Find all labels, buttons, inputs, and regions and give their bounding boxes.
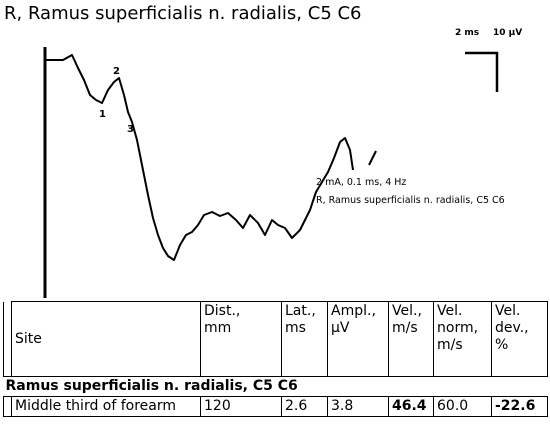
row-spacer (3, 396, 12, 417)
cell-ampl: 3.8 (327, 396, 389, 417)
group-row: Ramus superficialis n. radialis, C5 C6 (4, 377, 548, 397)
header-ampl: Ampl., µV (327, 301, 389, 377)
sensory-waveform (45, 54, 354, 261)
cell-vel-norm: 60.0 (433, 396, 492, 417)
header-vel-norm: Vel. norm, m/s (433, 301, 492, 377)
recording-title: R, Ramus superficialis n. radialis, C5 C… (4, 3, 362, 24)
marker-1: 1 (99, 109, 106, 120)
header-vel-dev: Vel. dev.,% (491, 301, 548, 377)
cell-dist: 120 (200, 396, 282, 417)
header-spacer (3, 301, 12, 377)
stimulus-nerve: R, Ramus superficialis n. radialis, C5 C… (316, 195, 505, 206)
stimulus-artifact (368, 150, 377, 166)
scale-bar (465, 51, 499, 92)
waveform-panel (43, 47, 499, 298)
marker-2: 2 (113, 66, 120, 77)
cell-vel-dev: -22.6 (491, 396, 548, 417)
scale-amplitude-label: 10 µV (493, 28, 523, 38)
scale-time-label: 2 ms (455, 28, 480, 38)
stimulus-params: 2 mA, 0.1 ms, 4 Hz (316, 177, 407, 188)
header-site: Site (11, 301, 201, 377)
cell-site: Middle third of forearm (11, 396, 201, 417)
header-vel: Vel., m/s (388, 301, 434, 377)
table-row: Middle third of forearm 120 2.6 3.8 46.4… (3, 396, 548, 417)
table-header-row: Site Dist., mm Lat., ms Ampl., µV Vel., m/s … (3, 301, 548, 377)
marker-3: 3 (127, 124, 134, 135)
group-label: Ramus superficialis n. radialis, C5 C6 (5, 378, 298, 394)
header-dist: Dist., mm (200, 301, 282, 377)
cell-lat: 2.6 (281, 396, 328, 417)
header-lat: Lat., ms (281, 301, 328, 377)
results-table: Site Dist., mm Lat., ms Ampl., µV Vel., m/s … (3, 301, 548, 417)
cell-vel: 46.4 (388, 396, 434, 417)
